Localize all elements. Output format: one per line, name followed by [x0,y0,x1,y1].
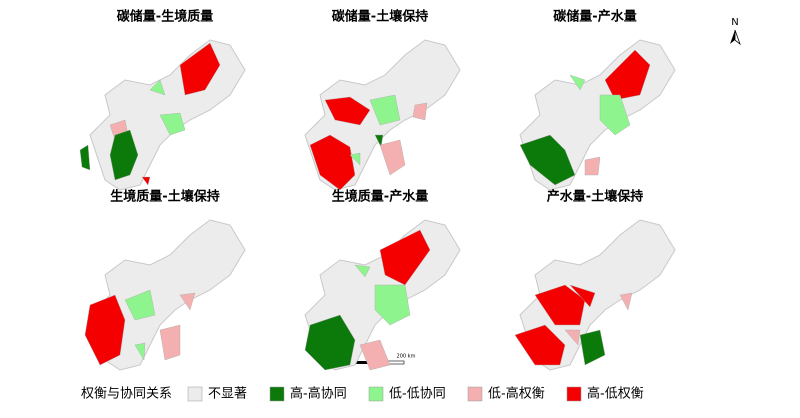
panel-title: 产水量-土壤保持 [547,189,643,205]
region [379,229,431,286]
basin-outline [519,219,676,371]
region [534,284,586,326]
region [359,339,391,371]
region [149,79,166,96]
scale-label: 200 km [397,354,416,360]
region [379,139,406,176]
region [159,324,181,361]
region [564,329,581,346]
panel-title: 碳储量-产水量 [553,9,636,25]
panel-title: 碳储量-生境质量 [117,9,213,25]
map-panel [519,39,676,191]
region [134,342,146,361]
legend-swatch [566,386,582,402]
region [79,144,91,171]
region [569,284,596,308]
region [179,42,221,96]
region [124,289,156,321]
legend-swatch [269,386,285,402]
region [599,94,631,136]
region [324,96,371,126]
legend-label: 低-高权衡 [488,386,545,402]
north-label: N [731,17,738,28]
map-panel [304,219,461,371]
region [569,74,586,91]
map-panel [304,39,461,191]
region [374,284,411,326]
panel-title: 碳储量-土壤保持 [332,9,428,25]
map-panel [79,39,246,191]
region [514,324,566,366]
region [374,134,384,148]
legend-swatch [187,386,203,402]
legend-swatch [368,386,384,402]
legend-label: 高-低权衡 [587,386,644,402]
region [619,292,633,311]
region [354,264,371,278]
panel-title: 生境质量-土壤保持 [110,189,219,205]
region [369,94,401,126]
panel-title: 生境质量-产水量 [332,189,428,205]
region [412,102,428,121]
north-arrow: N [730,17,741,46]
region [519,134,576,186]
map-panel [84,219,246,371]
region [349,152,361,166]
legend-label: 不显著 [208,387,247,402]
map-panel [514,219,676,371]
legend-swatch [467,386,483,402]
region [584,156,601,176]
legend-label: 高-高协同 [290,386,347,402]
region [159,112,186,136]
region [579,329,606,366]
region [141,176,151,186]
region [309,134,356,191]
region [109,129,139,181]
legend-title: 权衡与协同关系 [81,386,172,402]
region [179,292,196,311]
legend-label: 低-低协同 [389,387,446,402]
region [84,294,126,366]
region [304,314,356,371]
